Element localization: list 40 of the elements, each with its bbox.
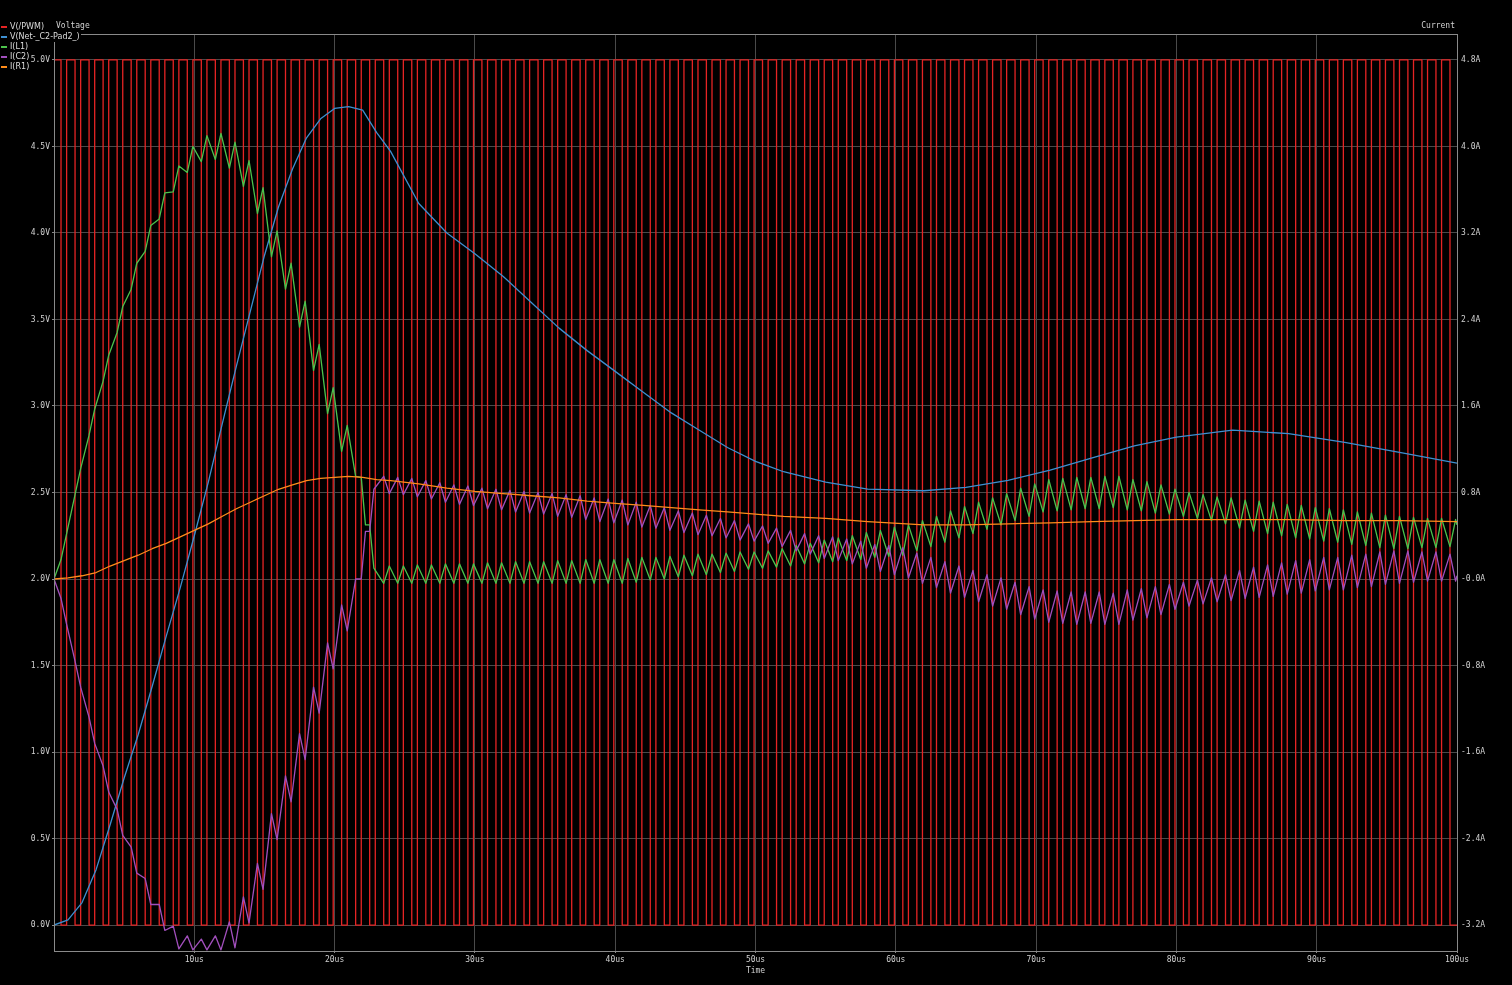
y-tick-label: 1.0V bbox=[30, 747, 51, 757]
legend-label: I(C2) bbox=[9, 52, 31, 62]
x-tick-label: 100us bbox=[1444, 954, 1470, 964]
y-tick-label: 1.5V bbox=[30, 660, 51, 670]
x-tick-label: 40us bbox=[605, 954, 626, 964]
legend-label: I(L1) bbox=[9, 42, 30, 52]
x-tick-label: 90us bbox=[1307, 954, 1327, 964]
legend-label: V(Net-_C2-Pad2_) bbox=[9, 32, 81, 42]
y2-axis-title: Current bbox=[1421, 21, 1456, 31]
y2-tick-label: 4.8A bbox=[1461, 55, 1481, 65]
y-axis-title: Voltage bbox=[56, 21, 90, 31]
y2-tick-label: 2.4A bbox=[1461, 314, 1481, 324]
y2-tick-label: 4.0A bbox=[1461, 141, 1481, 151]
y2-tick-label: 0.8A bbox=[1461, 487, 1481, 497]
y2-tick-label: -0.0A bbox=[1461, 574, 1486, 584]
y2-tick-label: -2.4A bbox=[1461, 833, 1486, 843]
y-tick-label: 2.0V bbox=[30, 574, 51, 584]
y-tick-label: 4.0V bbox=[30, 228, 51, 238]
y-tick-label: 0.5V bbox=[30, 833, 51, 843]
x-axis-title: Time bbox=[745, 966, 766, 976]
y-tick-label: 0.0V bbox=[30, 920, 51, 930]
y-tick-label: 3.5V bbox=[30, 314, 51, 324]
x-tick-label: 20us bbox=[324, 954, 345, 964]
x-tick-label: 60us bbox=[886, 954, 906, 964]
y-tick-label: 3.0V bbox=[30, 401, 51, 411]
legend-label: I(R1) bbox=[9, 62, 31, 72]
x-tick-label: 50us bbox=[745, 954, 766, 964]
x-tick-label: 70us bbox=[1026, 954, 1046, 964]
x-tick-label: 80us bbox=[1166, 954, 1187, 964]
y2-tick-label: 1.6A bbox=[1461, 401, 1481, 411]
y-tick-label: 5.0V bbox=[30, 55, 51, 65]
y2-tick-label: -0.8A bbox=[1461, 660, 1486, 670]
y-tick-label: 2.5V bbox=[30, 487, 51, 497]
y-tick-label: 4.5V bbox=[30, 141, 51, 151]
y2-tick-label: 3.2A bbox=[1461, 228, 1481, 238]
x-tick-label: 30us bbox=[465, 954, 485, 964]
legend-label: V(/PWM) bbox=[9, 22, 46, 32]
x-tick-label: 10us bbox=[184, 954, 205, 964]
y2-tick-label: -3.2A bbox=[1461, 920, 1486, 930]
y2-tick-label: -1.6A bbox=[1461, 747, 1486, 757]
